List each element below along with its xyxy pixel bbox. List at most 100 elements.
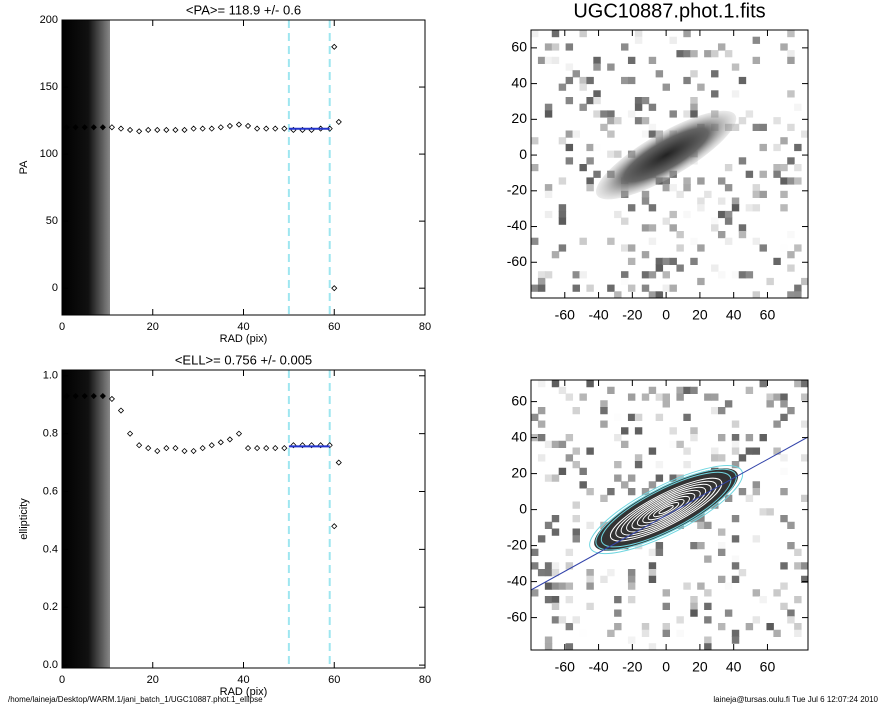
chart-title: <ELL>= 0.756 +/- 0.005 — [175, 352, 312, 367]
y-tick-label: 200 — [40, 14, 58, 26]
isophote — [642, 495, 690, 524]
pixel — [711, 90, 719, 98]
pixel — [586, 521, 594, 529]
pixel — [731, 271, 740, 279]
pixel — [780, 400, 788, 408]
pixel — [787, 157, 795, 165]
x-tick-label: 60 — [328, 321, 340, 333]
pixel — [586, 582, 594, 590]
pixel — [607, 110, 615, 118]
pixel — [676, 616, 684, 624]
pixel — [717, 528, 726, 536]
pixel — [787, 30, 795, 38]
y-tick-label: -20 — [507, 536, 527, 552]
pixel — [558, 467, 567, 475]
pixel — [676, 393, 684, 401]
pixel — [662, 284, 670, 292]
data-point — [244, 445, 252, 452]
pixel — [621, 76, 629, 85]
pixel — [801, 494, 808, 502]
pixel — [669, 474, 677, 482]
pixel — [731, 197, 740, 205]
pixel — [621, 271, 629, 279]
pixel — [634, 36, 643, 44]
x-tick-label: 40 — [726, 659, 742, 675]
pixel — [572, 501, 580, 509]
y-tick-label: -20 — [507, 182, 527, 198]
pixel — [717, 177, 726, 185]
frame — [530, 29, 809, 299]
pixel — [780, 413, 788, 421]
pixel — [697, 582, 705, 590]
data-point — [117, 407, 125, 414]
pixel — [655, 548, 664, 556]
pixel — [579, 164, 587, 172]
pixel — [731, 575, 740, 583]
pixel — [780, 177, 788, 185]
pixel — [586, 380, 594, 388]
pixel — [787, 50, 795, 58]
x-tick-label: -40 — [588, 307, 608, 323]
pixel — [579, 103, 587, 111]
chart-title: <PA>= 118.9 +/- 0.6 — [186, 2, 301, 17]
pixel — [586, 602, 594, 610]
pixel — [683, 582, 691, 590]
data-point — [63, 124, 70, 131]
pixel — [676, 190, 684, 198]
pixel — [690, 50, 698, 58]
pixel — [579, 83, 587, 91]
pixel — [607, 130, 615, 138]
pixel — [551, 56, 560, 64]
pixel — [593, 170, 601, 178]
chart-title: UGC10887.phot.1.fits — [573, 0, 765, 22]
galaxy — [594, 468, 739, 551]
pixel — [752, 123, 761, 131]
pixel — [752, 481, 761, 489]
pixel — [711, 454, 719, 462]
isophote — [631, 489, 701, 530]
data-point — [72, 392, 79, 400]
pixel — [766, 508, 774, 516]
data-point — [272, 125, 279, 132]
pixel — [801, 454, 808, 462]
pixel — [627, 393, 636, 401]
pixel — [586, 177, 594, 185]
data-point — [126, 126, 134, 134]
x-tick-label: -60 — [555, 307, 575, 323]
galaxy — [595, 110, 737, 200]
pixel — [780, 190, 788, 198]
pixel — [711, 447, 719, 455]
data-point — [126, 430, 134, 437]
pixel — [551, 582, 560, 590]
pixel — [690, 386, 698, 394]
pixel — [655, 474, 664, 482]
pixel — [683, 30, 691, 38]
plot-area — [531, 380, 808, 650]
pixel — [593, 90, 601, 98]
x-tick-label: 0 — [59, 321, 65, 333]
pixel — [558, 616, 567, 624]
data-point — [208, 442, 215, 449]
pixel — [717, 434, 726, 442]
pixel — [738, 224, 747, 232]
data-point — [217, 439, 224, 446]
pixel — [724, 609, 733, 617]
x-axis-label: RAD (pix) — [220, 686, 268, 698]
plot-area — [531, 30, 808, 298]
pixel — [641, 251, 650, 259]
pixel — [614, 291, 622, 298]
pixel — [773, 117, 781, 125]
pixel — [724, 210, 733, 219]
footer-path: /home/laineja/Desktop/WARM.1/jani_batch_… — [8, 695, 263, 704]
pixel — [600, 521, 608, 529]
pixel — [738, 569, 747, 577]
pixel — [648, 575, 657, 583]
footer-user: laineja@tursas.oulu.fi Tue Jul 6 12:07:2… — [713, 695, 878, 704]
data-point — [90, 124, 97, 131]
pixel — [551, 30, 560, 38]
pixel — [607, 117, 615, 125]
pixel — [531, 284, 539, 292]
pixel — [586, 575, 594, 583]
pixel — [593, 63, 601, 71]
pixel — [551, 43, 560, 51]
